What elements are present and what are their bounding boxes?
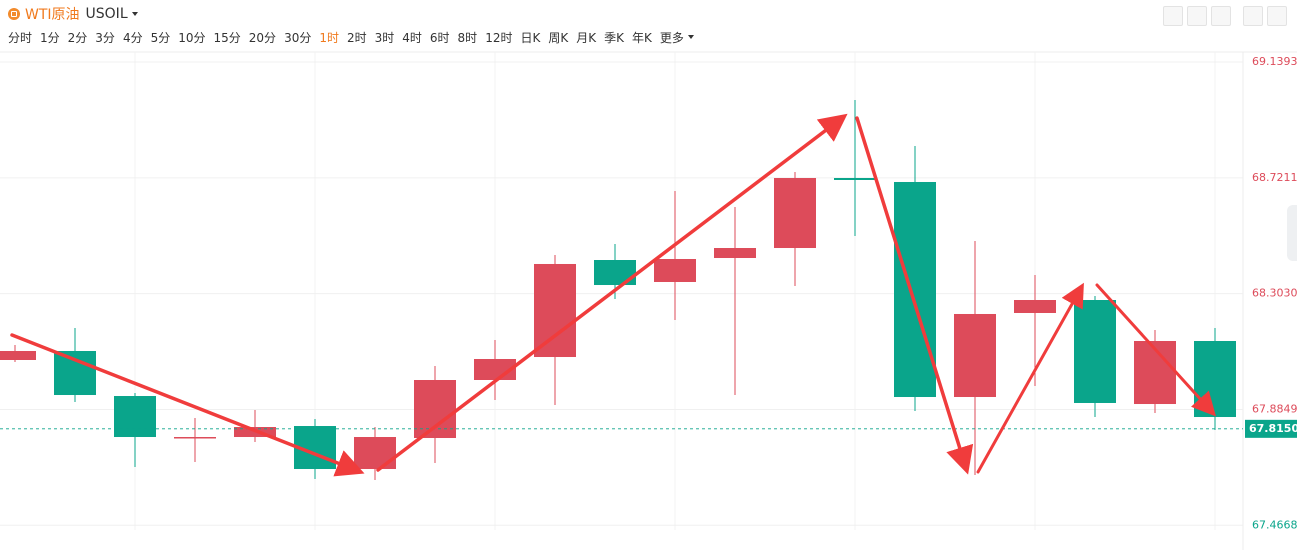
interval-button[interactable]: 3分 [95, 30, 115, 45]
candle-body [774, 178, 816, 249]
candle-body [654, 259, 696, 282]
side-panel-toggle[interactable] [1287, 205, 1297, 261]
draw-tool-button[interactable] [1163, 6, 1183, 26]
interval-button[interactable]: 8时 [457, 30, 478, 45]
fullscreen-button[interactable] [1243, 6, 1263, 26]
interval-button[interactable]: 6时 [429, 30, 450, 45]
annotation-arrows [10, 113, 1217, 477]
interval-button[interactable]: 分时 [8, 30, 33, 45]
arrow [376, 113, 848, 472]
interval-button[interactable]: 2分 [67, 30, 88, 45]
candle-body [894, 181, 936, 398]
interval-button[interactable]: 4时 [402, 30, 422, 45]
arrow [976, 282, 1084, 474]
interval-button[interactable]: 5分 [150, 30, 171, 45]
settings-button[interactable] [1267, 6, 1287, 26]
interval-button[interactable]: 周K [548, 30, 569, 45]
y-tick-label: 69.1393 [1252, 55, 1297, 68]
interval-button[interactable]: 日K [520, 30, 541, 45]
interval-button[interactable]: 10分 [178, 30, 206, 45]
more-button[interactable]: 更多 [659, 30, 684, 45]
y-tick-label: 68.3030 [1252, 287, 1297, 300]
interval-button[interactable]: 12时 [485, 30, 513, 45]
interval-button[interactable]: 4分 [122, 30, 143, 45]
interval-button[interactable]: 30分 [284, 30, 312, 45]
pen-tool-button[interactable] [1187, 6, 1207, 26]
interval-button[interactable]: 2时 [346, 30, 367, 45]
candle-body [54, 350, 96, 396]
symbol-icon [8, 8, 20, 20]
interval-bar: 分时 1分 2分 3分 4分 5分 10分 15分 20分 30分 1时 2时 3时 4时 6时 8时 12时日… [8, 28, 694, 46]
candle-body [354, 437, 396, 470]
candle-body [114, 396, 156, 438]
candle-body [1134, 340, 1176, 405]
symbol-code: USOIL [85, 6, 128, 22]
y-tick-label: 67.8849 [1252, 402, 1297, 415]
candle-body [1194, 340, 1236, 418]
interval-button[interactable]: 1分 [40, 30, 60, 45]
candle-body [1014, 300, 1056, 313]
interval-button[interactable]: 15分 [213, 30, 241, 45]
symbol-selector[interactable]: WTI原油 USOIL [8, 4, 138, 24]
interval-button[interactable]: 季K [604, 30, 624, 45]
interval-button[interactable]: 年K [631, 30, 652, 45]
tool-buttons [1163, 6, 1287, 26]
interval-button[interactable]: 20分 [248, 30, 277, 45]
candle-body [534, 263, 576, 358]
indicator-button[interactable] [1211, 6, 1231, 26]
symbol-name: WTI原油 [25, 7, 80, 23]
candle-body [954, 313, 996, 398]
last-price-label: 67.8150 [1249, 422, 1297, 435]
interval-button[interactable]: 3时 [374, 30, 395, 45]
interval-button[interactable]: 月K [576, 30, 597, 45]
arrow [10, 333, 365, 477]
candle-body [594, 260, 636, 286]
candle-body [0, 350, 36, 360]
y-tick-label: 67.4668 [1252, 518, 1297, 531]
dropdown-caret [131, 12, 138, 16]
y-tick-label: 68.7211 [1252, 171, 1297, 184]
last-price-box [1245, 419, 1297, 438]
candle-body [1074, 300, 1116, 403]
candle-body [714, 248, 756, 259]
arrow [1095, 283, 1217, 417]
dropdown-caret [687, 35, 694, 39]
candle-body [414, 380, 456, 439]
candle-body [834, 178, 876, 180]
arrow [855, 116, 974, 475]
candle-body [174, 437, 216, 439]
interval-button[interactable]: 1时 [319, 30, 339, 45]
